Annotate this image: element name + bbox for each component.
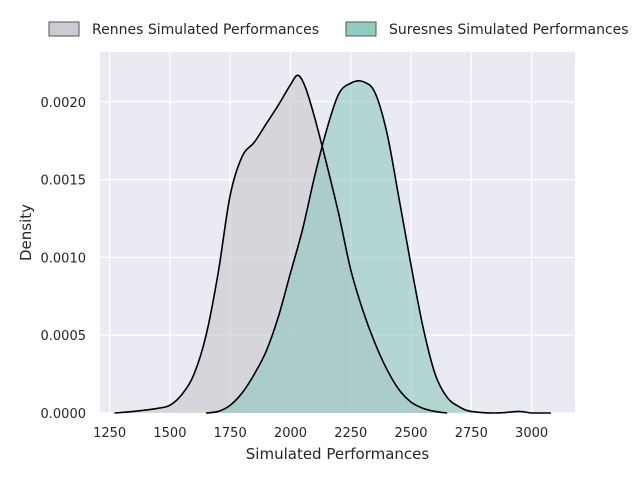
x-axis-ticks: 1250 1500 1750 2000 2250 2500 2750 3000 <box>93 426 548 441</box>
x-axis-label: Simulated Performances <box>246 445 430 463</box>
x-tick-label: 1250 <box>93 426 126 441</box>
density-area-2 <box>206 80 551 413</box>
legend-label-1: Rennes Simulated Performances <box>92 22 319 38</box>
y-tick-label: 0.0005 <box>41 329 87 344</box>
legend: Rennes Simulated Performances Suresnes Si… <box>48 21 629 38</box>
legend-swatch-1 <box>48 21 80 37</box>
y-tick-label: 0.0015 <box>41 174 87 189</box>
density-line-1 <box>114 74 448 414</box>
x-tick-label: 2000 <box>274 426 307 441</box>
y-tick-label: 0.0000 <box>41 407 87 422</box>
x-tick-label: 1750 <box>214 426 247 441</box>
y-axis-ticks: 0.0000 0.0005 0.0010 0.0015 0.0020 <box>41 96 87 422</box>
legend-swatch-2 <box>345 21 377 37</box>
y-axis-label: Density <box>17 204 35 261</box>
y-tick-label: 0.0010 <box>41 251 87 266</box>
x-tick-label: 3000 <box>515 426 548 441</box>
density-line-2 <box>205 80 551 414</box>
x-tick-label: 2250 <box>334 426 367 441</box>
legend-label-2: Suresnes Simulated Performances <box>389 22 629 38</box>
y-tick-label: 0.0020 <box>41 96 87 111</box>
x-tick-label: 2750 <box>455 426 488 441</box>
x-tick-label: 2500 <box>394 426 427 441</box>
x-tick-label: 1500 <box>153 426 186 441</box>
density-series <box>114 74 551 414</box>
